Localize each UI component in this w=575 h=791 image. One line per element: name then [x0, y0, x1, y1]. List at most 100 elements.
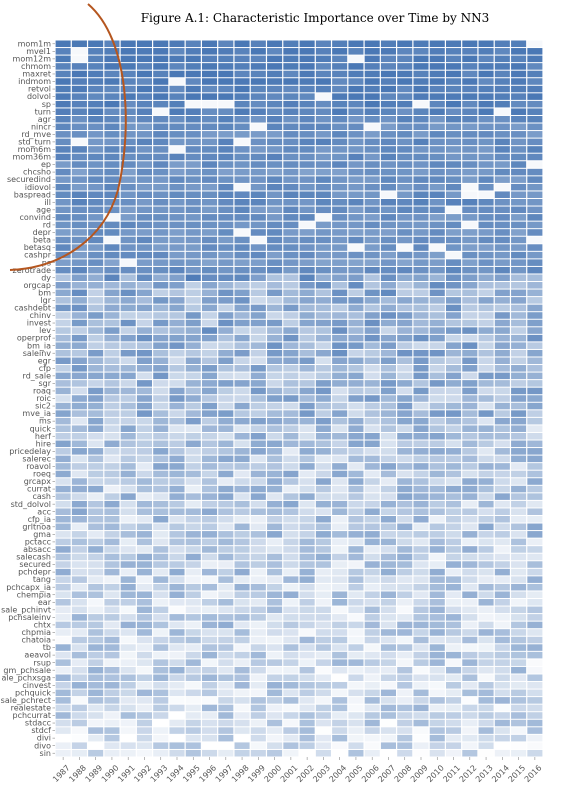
heatmap-cell	[218, 712, 234, 719]
heatmap-cell	[527, 123, 543, 131]
y-tick-label: cfp	[39, 364, 51, 373]
heatmap-cell	[55, 561, 71, 568]
heatmap-cell	[315, 146, 331, 153]
heatmap-cell	[55, 297, 71, 304]
heatmap-cell	[71, 327, 87, 334]
heatmap-cell	[234, 644, 250, 651]
heatmap-cell	[218, 659, 234, 666]
heatmap-cell	[299, 742, 315, 749]
heatmap-cell	[413, 176, 429, 183]
heatmap-cell	[429, 198, 445, 206]
heatmap-cell	[104, 40, 120, 48]
heatmap-cell	[315, 153, 331, 161]
heatmap-cell	[71, 478, 87, 485]
heatmap-cell	[267, 146, 283, 153]
heatmap-cell	[446, 629, 462, 636]
heatmap-cell	[202, 123, 218, 131]
heatmap-cell	[413, 432, 429, 440]
heatmap-cell	[462, 659, 478, 666]
heatmap-cell	[429, 221, 445, 229]
y-tick-label: mvel1	[26, 47, 51, 56]
heatmap-cell	[380, 500, 396, 508]
heatmap-cell	[348, 659, 364, 666]
heatmap-cell	[136, 749, 152, 757]
heatmap-cell	[462, 500, 478, 508]
heatmap-cell	[169, 312, 185, 319]
heatmap-cell	[478, 636, 494, 644]
x-tick-label: 2003	[311, 763, 332, 784]
heatmap-cell	[202, 666, 218, 674]
heatmap-cell	[136, 206, 152, 214]
heatmap-cell	[380, 380, 396, 387]
heatmap-cell	[153, 357, 169, 365]
heatmap-cell	[462, 644, 478, 651]
heatmap-cell	[380, 719, 396, 727]
heatmap-cell	[120, 357, 136, 365]
heatmap-cell	[315, 651, 331, 659]
heatmap-cell	[169, 538, 185, 546]
heatmap-cell	[250, 357, 266, 365]
heatmap-cell	[511, 644, 527, 651]
heatmap-cell	[153, 55, 169, 63]
heatmap-cell	[462, 251, 478, 259]
heatmap-cell	[478, 206, 494, 214]
heatmap-cell	[71, 334, 87, 342]
heatmap-cell	[104, 742, 120, 749]
heatmap-cell	[413, 70, 429, 78]
heatmap-cell	[55, 153, 71, 161]
heatmap-cell	[462, 689, 478, 697]
heatmap-cell	[136, 697, 152, 704]
heatmap-cell	[364, 659, 380, 666]
heatmap-cell	[283, 297, 299, 304]
heatmap-cell	[136, 214, 152, 221]
heatmap-cell	[397, 93, 413, 100]
heatmap-cell	[136, 168, 152, 176]
heatmap-cell	[462, 674, 478, 682]
heatmap-cell	[397, 719, 413, 727]
heatmap-cell	[511, 259, 527, 266]
heatmap-cell	[446, 659, 462, 666]
heatmap-cell	[299, 734, 315, 742]
heatmap-cell	[413, 100, 429, 108]
heatmap-cell	[315, 297, 331, 304]
heatmap-cell	[55, 221, 71, 229]
heatmap-cell	[527, 342, 543, 349]
heatmap-cell	[429, 266, 445, 274]
heatmap-cell	[397, 508, 413, 515]
heatmap-cell	[462, 417, 478, 425]
heatmap-cell	[250, 576, 266, 583]
heatmap-cell	[332, 470, 348, 478]
heatmap-cell	[104, 100, 120, 108]
heatmap-cell	[202, 546, 218, 553]
heatmap-cell	[88, 70, 104, 78]
heatmap-cell	[120, 455, 136, 463]
heatmap-cell	[185, 123, 201, 131]
heatmap-cell	[283, 312, 299, 319]
heatmap-cell	[202, 176, 218, 183]
heatmap-cell	[478, 704, 494, 712]
heatmap-cell	[120, 644, 136, 651]
heatmap-cell	[185, 651, 201, 659]
heatmap-cell	[429, 123, 445, 131]
heatmap-cell	[218, 621, 234, 629]
heatmap-cell	[250, 636, 266, 644]
heatmap-cell	[202, 274, 218, 282]
heatmap-cell	[104, 153, 120, 161]
heatmap-cell	[153, 70, 169, 78]
heatmap-cell	[153, 515, 169, 523]
heatmap-cell	[527, 55, 543, 63]
heatmap-cell	[315, 327, 331, 334]
heatmap-cell	[153, 674, 169, 682]
heatmap-cell	[136, 40, 152, 48]
heatmap-cell	[429, 387, 445, 395]
heatmap-cell	[250, 372, 266, 380]
heatmap-cell	[185, 410, 201, 417]
heatmap-cell	[380, 214, 396, 221]
heatmap-cell	[511, 55, 527, 63]
y-tick-label: gm_pchsale	[3, 666, 51, 675]
heatmap-cell	[348, 576, 364, 583]
heatmap-cell	[462, 432, 478, 440]
heatmap-cell	[446, 463, 462, 470]
heatmap-cell	[169, 115, 185, 123]
heatmap-cell	[397, 342, 413, 349]
